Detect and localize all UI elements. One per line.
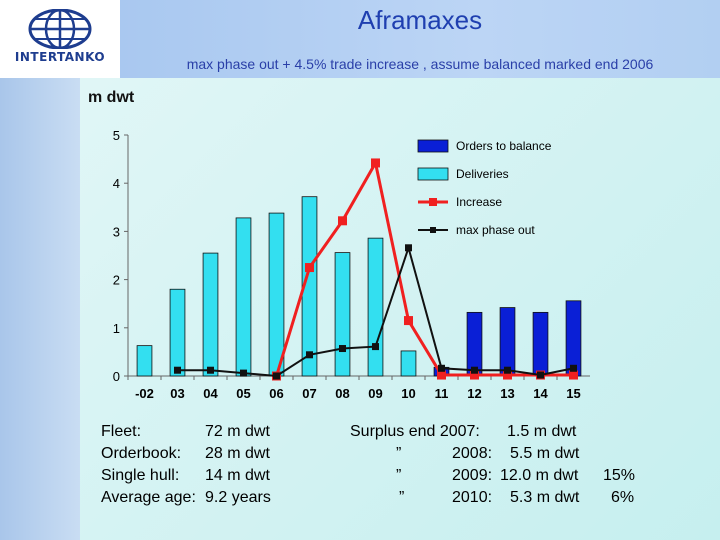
- point-max-phase-out: [207, 366, 214, 374]
- legend-label-increase: Increase: [456, 195, 502, 209]
- point-max-phase-out: [273, 372, 280, 380]
- legend-marker-max-phase-out: [430, 227, 436, 233]
- ditto-mark-2: ”: [396, 467, 402, 484]
- x-tick-label: 14: [533, 386, 548, 401]
- bar-deliveries: [301, 196, 318, 377]
- surplus-year-3: 2010:: [452, 489, 493, 506]
- point-max-phase-out: [405, 244, 412, 252]
- surplus-year-1: 2008:: [452, 445, 493, 462]
- x-tick-label: 11: [435, 386, 449, 401]
- point-max-phase-out: [570, 364, 577, 372]
- point-max-phase-out: [372, 343, 379, 351]
- legend-label-deliveries: Deliveries: [456, 167, 509, 181]
- surplus-value-1: 5.5 m dwt: [510, 445, 580, 462]
- surplus-year-2: 2009:: [452, 467, 493, 484]
- legend-swatch-deliveries: [417, 167, 449, 181]
- x-tick-label: 05: [236, 386, 250, 401]
- fleet-label-0: Fleet:: [101, 423, 142, 440]
- x-tick-label: 13: [500, 386, 514, 401]
- point-max-phase-out: [537, 371, 544, 379]
- x-tick-label: 12: [467, 386, 481, 401]
- y-axis-unit-label: m dwt: [88, 89, 135, 106]
- header-band: [120, 0, 720, 78]
- x-tick-label: 04: [203, 386, 218, 401]
- point-max-phase-out: [306, 351, 313, 359]
- bar-deliveries: [334, 252, 351, 377]
- point-max-phase-out: [174, 366, 181, 374]
- bar-deliveries: [136, 345, 153, 377]
- surplus-pct-3: 6%: [611, 489, 635, 506]
- point-increase: [371, 158, 380, 168]
- bar-orders-to-balance: [466, 311, 483, 377]
- surplus-value-0: 1.5 m dwt: [507, 423, 577, 440]
- fleet-value-1: 28 m dwt: [205, 445, 270, 462]
- y-tick-label: 4: [113, 176, 120, 191]
- line-increase: [275, 158, 574, 377]
- point-increase: [569, 370, 578, 380]
- bar-deliveries: [400, 350, 417, 377]
- fleet-label-2: Single hull:: [101, 467, 180, 484]
- y-tick-label: 0: [113, 369, 120, 384]
- ditto-mark-1: ”: [396, 445, 402, 462]
- fleet-value-3: 9.2 years: [205, 489, 271, 506]
- surplus-pct-2: 15%: [603, 467, 636, 484]
- bar-deliveries: [268, 212, 285, 377]
- x-tick-label: 09: [368, 386, 382, 401]
- surplus-label-0: Surplus end 2007:: [350, 423, 480, 440]
- point-increase: [470, 370, 479, 380]
- logo-text: INTERTANKO: [14, 50, 106, 64]
- x-tick-label: -02: [135, 386, 154, 401]
- ditto-mark-3: ”: [399, 489, 405, 506]
- x-tick-label: 03: [170, 386, 184, 401]
- surplus-value-2: 12.0 m dwt: [500, 467, 579, 484]
- bar-deliveries: [235, 217, 252, 377]
- bar-orders-to-balance: [532, 311, 549, 377]
- point-max-phase-out: [504, 366, 511, 374]
- logo: INTERTANKO: [0, 0, 120, 78]
- point-max-phase-out: [471, 366, 478, 374]
- point-increase: [503, 370, 512, 380]
- bar-orders-to-balance: [499, 307, 516, 377]
- point-max-phase-out: [438, 364, 445, 372]
- point-increase: [305, 263, 314, 273]
- fleet-label-1: Orderbook:: [101, 445, 182, 462]
- bar-deliveries: [367, 237, 384, 377]
- fleet-value-0: 72 m dwt: [205, 423, 270, 440]
- page-title: Aframaxes: [357, 5, 483, 35]
- page-subtitle: max phase out + 4.5% trade increase , as…: [186, 56, 654, 72]
- point-increase: [404, 316, 413, 326]
- fleet-value-2: 14 m dwt: [205, 467, 270, 484]
- bar-orders-to-balance: [565, 300, 582, 377]
- x-tick-label: 06: [269, 386, 283, 401]
- legend-label-orders-to-balance: Orders to balance: [456, 139, 552, 153]
- bar-deliveries: [202, 252, 219, 377]
- x-tick-label: 08: [335, 386, 349, 401]
- point-increase: [338, 216, 347, 226]
- legend-label-max-phase-out: max phase out: [456, 223, 535, 237]
- y-tick-label: 5: [113, 128, 120, 143]
- fleet-label-3: Average age:: [101, 489, 196, 506]
- point-increase: [437, 370, 446, 380]
- point-max-phase-out: [339, 345, 346, 353]
- bar-deliveries: [169, 288, 186, 377]
- y-tick-label: 1: [113, 321, 120, 336]
- point-max-phase-out: [240, 369, 247, 377]
- x-tick-label: 15: [566, 386, 580, 401]
- surplus-value-3: 5.3 m dwt: [510, 489, 580, 506]
- globe-icon: [28, 9, 92, 49]
- y-tick-label: 3: [113, 224, 120, 239]
- y-tick-label: 2: [113, 273, 120, 288]
- sidebar-band: [0, 0, 80, 540]
- legend-marker-increase: [429, 198, 437, 206]
- legend-swatch-orders-to-balance: [417, 139, 449, 153]
- x-tick-label: 10: [401, 386, 415, 401]
- x-tick-label: 07: [302, 386, 316, 401]
